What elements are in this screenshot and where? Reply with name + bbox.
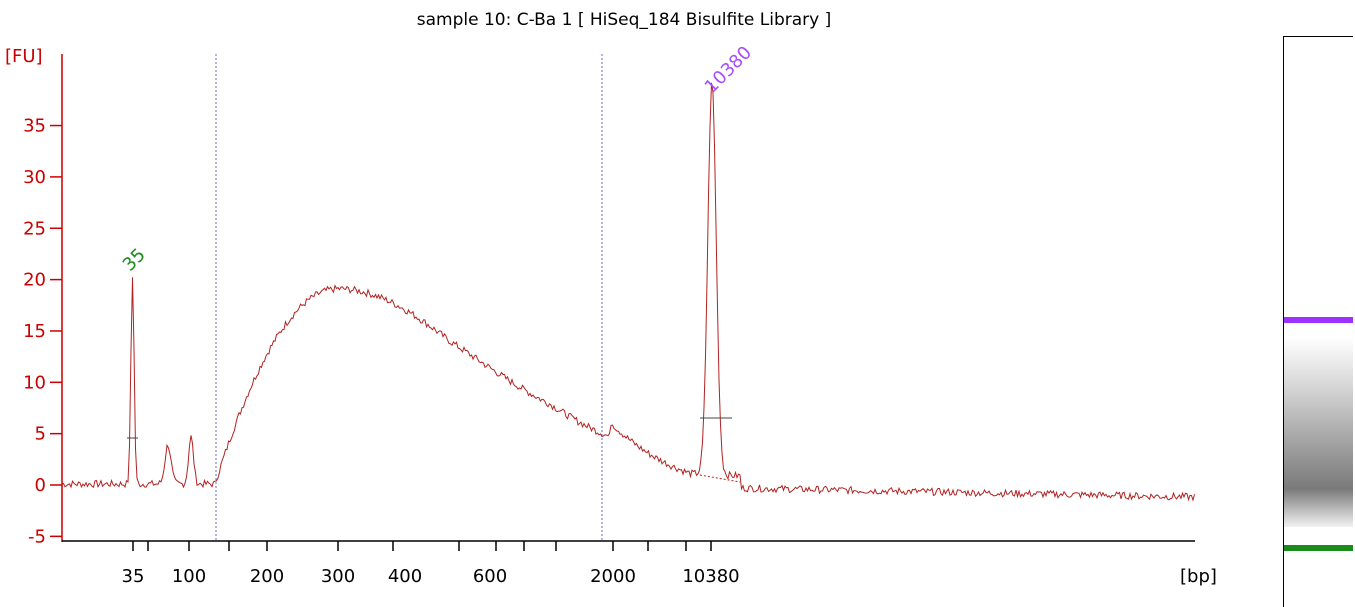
x-tick-label: 100 (172, 566, 206, 587)
y-ticks: -5 0 5 10 15 20 25 30 35 (23, 116, 62, 547)
y-tick-label: 30 (23, 167, 46, 188)
region-markers (215, 54, 603, 541)
x-tick-label: 10380 (682, 566, 739, 587)
trace-group (61, 82, 1195, 502)
x-ticks: 35 100 200 300 400 600 2000 10380 (122, 541, 740, 587)
y-tick-label: 20 (23, 270, 46, 291)
y-tick-label: 10 (23, 372, 46, 393)
x-axis-label: [bp] (1180, 566, 1217, 587)
electropherogram: sample 10: C-Ba 1 [ HiSeq_184 Bisulfite … (5, 10, 1217, 587)
peak-label: 10380 (701, 42, 756, 97)
x-tick-label: 300 (321, 566, 355, 587)
chart-title: sample 10: C-Ba 1 [ HiSeq_184 Bisulfite … (417, 10, 831, 30)
x-tick-label: 2000 (590, 566, 636, 587)
gel-smear (1284, 337, 1353, 527)
gel-lower-marker-band (1284, 545, 1353, 551)
y-tick-label: 25 (23, 218, 46, 239)
y-tick-label: 35 (23, 116, 46, 137)
series-line (61, 82, 1195, 502)
y-tick-label: 0 (35, 475, 46, 496)
x-tick-label: 600 (473, 566, 507, 587)
y-tick-label: -5 (28, 526, 46, 547)
y-tick-label: 15 (23, 321, 46, 342)
x-tick-label: 35 (122, 566, 145, 587)
x-tick-label: 200 (250, 566, 284, 587)
gel-upper-marker-band (1284, 317, 1353, 323)
peak-label: 35 (119, 244, 150, 275)
y-axis-label: [FU] (5, 46, 43, 67)
y-tick-label: 5 (35, 424, 46, 445)
peak-labels: 35 10380 (119, 42, 756, 275)
gel-image (1283, 36, 1353, 607)
x-tick-label: 400 (388, 566, 422, 587)
peak-baseline (699, 474, 741, 483)
